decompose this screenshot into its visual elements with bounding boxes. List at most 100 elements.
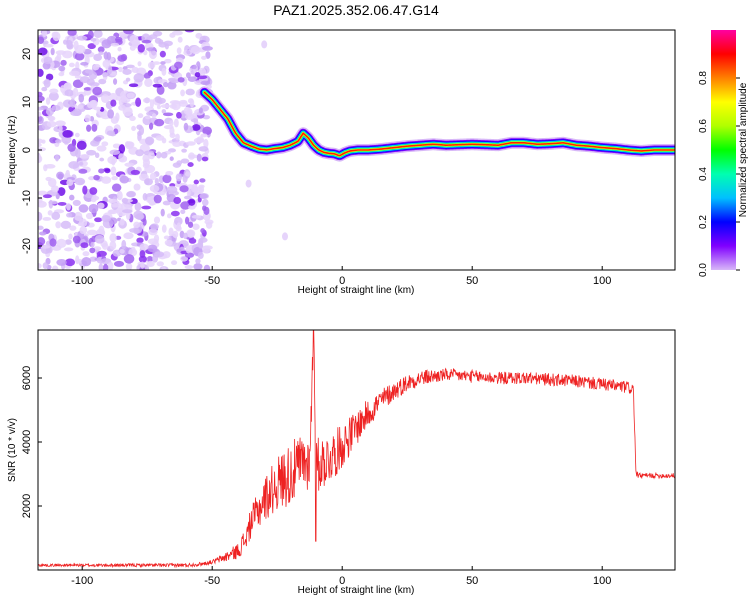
- noise-speckle: [117, 55, 127, 62]
- noise-speckle: [163, 82, 169, 88]
- noise-speckle: [38, 237, 46, 246]
- noise-speckle: [161, 67, 167, 76]
- noise-speckle: [149, 49, 157, 60]
- noise-speckle: [131, 125, 137, 132]
- snr-frame: [37, 329, 676, 571]
- noise-speckle: [96, 145, 107, 152]
- noise-speckle: [38, 95, 45, 103]
- noise-speckle: [118, 104, 126, 111]
- noise-speckle: [126, 92, 135, 99]
- noise-speckle: [205, 221, 213, 229]
- noise-speckle: [197, 240, 204, 249]
- noise-speckle: [180, 255, 188, 262]
- noise-speckle: [131, 66, 139, 73]
- noise-speckle: [161, 137, 167, 144]
- isolated-speckle: [261, 40, 268, 49]
- noise-speckle: [38, 106, 44, 111]
- noise-speckle: [176, 160, 183, 166]
- noise-speckle: [112, 143, 121, 149]
- noise-speckle: [147, 244, 158, 253]
- noise-speckle: [196, 153, 202, 162]
- noise-speckle: [143, 72, 151, 79]
- noise-speckle: [51, 211, 61, 220]
- noise-speckle: [187, 221, 194, 228]
- noise-speckle: [86, 229, 98, 236]
- noise-speckle: [115, 112, 120, 122]
- noise-speckle: [200, 80, 211, 86]
- colorbar-tick-label: 0.2: [698, 215, 709, 229]
- noise-speckle: [82, 185, 88, 195]
- noise-speckle: [55, 139, 62, 144]
- noise-speckle: [80, 242, 89, 249]
- noise-speckle: [128, 83, 139, 88]
- snr-background: [38, 330, 675, 570]
- noise-speckle: [89, 82, 100, 87]
- noise-speckle: [121, 197, 129, 204]
- noise-speckle: [194, 72, 201, 78]
- colorbar-bar: [711, 30, 736, 270]
- noise-speckle: [98, 78, 107, 85]
- noise-speckle: [96, 250, 107, 257]
- noise-speckle: [78, 218, 88, 227]
- noise-speckle: [58, 65, 66, 72]
- noise-speckle: [119, 218, 125, 226]
- noise-speckle: [183, 195, 192, 200]
- noise-speckle: [136, 213, 144, 220]
- noise-speckle: [62, 130, 73, 138]
- noise-speckle: [55, 221, 62, 229]
- noise-speckle: [180, 89, 185, 97]
- noise-speckle: [101, 176, 112, 184]
- noise-speckle: [173, 196, 182, 205]
- noise-speckle: [101, 141, 109, 147]
- noise-speckle: [93, 30, 103, 39]
- noise-speckle: [160, 104, 171, 109]
- isolated-speckle: [245, 179, 252, 188]
- noise-speckle: [170, 260, 178, 266]
- noise-speckle: [50, 47, 55, 56]
- noise-speckle: [154, 178, 159, 185]
- noise-speckle: [92, 86, 103, 96]
- noise-speckle: [78, 168, 88, 174]
- noise-speckle: [119, 249, 125, 254]
- noise-speckle: [97, 46, 105, 53]
- noise-speckle: [48, 91, 59, 101]
- noise-speckle: [149, 99, 154, 109]
- noise-speckle: [156, 104, 161, 110]
- noise-speckle: [179, 185, 189, 193]
- noise-speckle: [188, 198, 196, 206]
- noise-speckle: [45, 97, 51, 105]
- noise-speckle: [149, 201, 155, 206]
- noise-speckle: [41, 30, 48, 38]
- noise-speckle: [180, 201, 191, 210]
- noise-speckle: [184, 265, 194, 270]
- noise-speckle: [111, 175, 118, 181]
- noise-speckle: [69, 194, 75, 201]
- noise-speckle: [68, 233, 73, 240]
- noise-speckle: [64, 89, 75, 97]
- noise-speckle: [149, 184, 160, 193]
- noise-speckle: [79, 226, 88, 235]
- noise-speckle: [198, 107, 203, 114]
- noise-speckle: [125, 64, 135, 69]
- noise-speckle: [42, 262, 49, 270]
- noise-speckle: [183, 49, 193, 56]
- noise-speckle: [198, 146, 209, 152]
- noise-speckle: [141, 39, 152, 44]
- noise-speckle: [163, 235, 170, 240]
- noise-speckle: [94, 234, 105, 244]
- noise-speckle: [69, 70, 80, 77]
- noise-speckle: [89, 187, 98, 195]
- noise-speckle: [153, 234, 160, 243]
- noise-speckle: [38, 138, 44, 144]
- noise-speckle: [149, 34, 158, 40]
- y-tick-label: 4000: [21, 430, 33, 454]
- noise-speckle: [178, 101, 188, 107]
- noise-speckle: [133, 221, 141, 229]
- noise-speckle: [201, 156, 209, 162]
- noise-speckle: [144, 78, 153, 88]
- noise-speckle: [118, 144, 126, 154]
- noise-speckle: [113, 78, 118, 85]
- noise-speckle: [101, 39, 112, 49]
- noise-speckle: [125, 77, 131, 82]
- noise-speckle: [42, 216, 52, 221]
